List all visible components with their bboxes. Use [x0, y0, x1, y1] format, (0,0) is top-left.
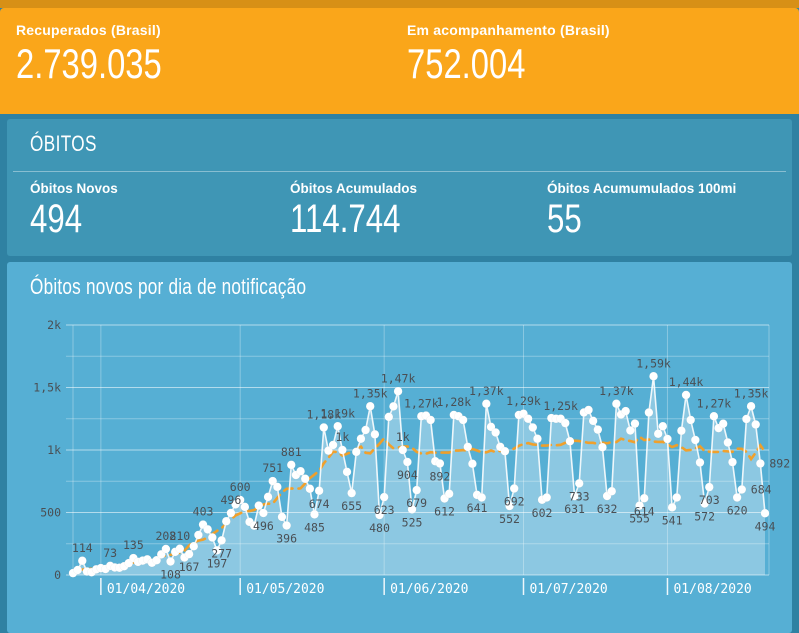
stat-value: 2.739.035: [16, 40, 162, 87]
svg-text:1,27k: 1,27k: [697, 396, 732, 410]
stat-em-acompanhamento: Em acompanhamento (Brasil) 752.004: [407, 22, 610, 88]
svg-text:1,18k: 1,18k: [306, 408, 341, 422]
svg-text:73: 73: [103, 546, 117, 560]
svg-text:541: 541: [662, 513, 683, 527]
stat-value: 55: [547, 197, 582, 241]
svg-text:684: 684: [751, 483, 772, 497]
svg-text:1,28k: 1,28k: [437, 395, 472, 409]
svg-text:612: 612: [434, 505, 455, 519]
stat-label: Recuperados (Brasil): [16, 22, 161, 38]
svg-text:01/05/2020: 01/05/2020: [246, 582, 324, 597]
svg-text:396: 396: [276, 532, 297, 546]
svg-text:1,44k: 1,44k: [669, 375, 704, 389]
svg-text:620: 620: [727, 504, 748, 518]
svg-text:555: 555: [629, 512, 650, 526]
svg-text:655: 655: [341, 499, 362, 513]
svg-text:631: 631: [564, 502, 585, 516]
svg-text:167: 167: [179, 560, 200, 574]
svg-text:500: 500: [40, 506, 61, 520]
svg-text:108: 108: [160, 568, 181, 582]
svg-text:679: 679: [406, 496, 427, 510]
svg-text:208: 208: [155, 529, 176, 543]
svg-text:197: 197: [207, 556, 228, 570]
svg-text:692: 692: [504, 495, 525, 509]
stat-recuperados: Recuperados (Brasil) 2.739.035: [16, 22, 203, 88]
svg-text:494: 494: [755, 519, 776, 533]
svg-text:01/08/2020: 01/08/2020: [673, 582, 751, 597]
svg-text:1,35k: 1,35k: [734, 386, 769, 400]
stat-obitos-acumulados-100mi: Óbitos Acumumulados 100mi 55: [547, 181, 736, 241]
svg-text:600: 600: [230, 480, 251, 494]
stat-value: 494: [30, 197, 83, 241]
svg-text:403: 403: [193, 505, 214, 519]
top-accent-strip: [0, 0, 799, 8]
svg-text:01/07/2020: 01/07/2020: [529, 582, 607, 597]
chart-panel: 0 500 1k 1,5k 2k 01/04/2020 01/05/2020 01/06/20…: [7, 262, 792, 633]
deaths-per-day-line-chart[interactable]: 0 500 1k 1,5k 2k 01/04/2020 01/05/2020 01/06/20…: [7, 262, 792, 633]
svg-text:1,29k: 1,29k: [506, 394, 541, 408]
svg-text:1,5k: 1,5k: [33, 381, 61, 395]
svg-text:614: 614: [634, 504, 655, 518]
svg-text:2k: 2k: [47, 318, 61, 332]
stat-label: Em acompanhamento (Brasil): [407, 22, 610, 38]
svg-text:892: 892: [769, 457, 790, 471]
svg-text:1,19k: 1,19k: [320, 406, 355, 420]
svg-text:733: 733: [569, 489, 590, 503]
stat-label: Óbitos Novos: [30, 181, 118, 196]
stat-value: 114.744: [290, 197, 401, 241]
svg-text:623: 623: [374, 503, 395, 517]
stat-value: 752.004: [407, 40, 526, 87]
svg-text:114: 114: [72, 541, 93, 555]
svg-text:632: 632: [597, 502, 618, 516]
recovered-panel: Recuperados (Brasil) 2.739.035 Em acompa…: [0, 8, 799, 114]
svg-text:641: 641: [467, 501, 488, 515]
svg-text:01/04/2020: 01/04/2020: [107, 582, 185, 597]
stat-label: Óbitos Acumulados: [290, 181, 418, 196]
svg-text:674: 674: [309, 497, 330, 511]
svg-text:881: 881: [281, 445, 302, 459]
svg-text:552: 552: [499, 512, 520, 526]
svg-text:1k: 1k: [335, 430, 349, 444]
svg-text:1,47k: 1,47k: [381, 371, 416, 385]
svg-text:1k: 1k: [396, 430, 410, 444]
svg-text:1,27k: 1,27k: [404, 396, 439, 410]
svg-text:892: 892: [430, 470, 451, 484]
svg-text:277: 277: [211, 546, 232, 560]
svg-text:135: 135: [123, 538, 144, 552]
svg-text:1,37k: 1,37k: [469, 384, 504, 398]
svg-text:1k: 1k: [47, 443, 61, 457]
svg-text:210: 210: [169, 529, 190, 543]
chart-title: Óbitos novos por dia de notificação: [30, 274, 307, 299]
section-title: ÓBITOS: [30, 131, 97, 156]
stat-label: Óbitos Acumumulados 100mi: [547, 181, 737, 196]
stat-obitos-novos: Óbitos Novos 494: [30, 181, 118, 241]
svg-text:0: 0: [54, 568, 61, 582]
svg-text:525: 525: [402, 515, 423, 529]
svg-text:904: 904: [397, 468, 418, 482]
svg-text:01/06/2020: 01/06/2020: [390, 582, 468, 597]
obitos-panel: ÓBITOS Óbitos Novos 494 Óbitos Acumulado…: [7, 119, 792, 256]
svg-text:602: 602: [532, 506, 553, 520]
svg-text:1,37k: 1,37k: [599, 384, 634, 398]
svg-text:572: 572: [694, 510, 715, 524]
svg-text:1,25k: 1,25k: [543, 399, 578, 413]
svg-text:703: 703: [699, 493, 720, 507]
svg-text:496: 496: [221, 493, 242, 507]
svg-text:485: 485: [304, 520, 325, 534]
stat-obitos-acumulados: Óbitos Acumulados 114.744: [290, 181, 432, 241]
divider: [13, 171, 786, 172]
svg-text:1,35k: 1,35k: [353, 386, 388, 400]
svg-text:1,59k: 1,59k: [636, 356, 671, 370]
svg-text:751: 751: [262, 461, 283, 475]
svg-text:496: 496: [253, 519, 274, 533]
svg-text:480: 480: [369, 521, 390, 535]
